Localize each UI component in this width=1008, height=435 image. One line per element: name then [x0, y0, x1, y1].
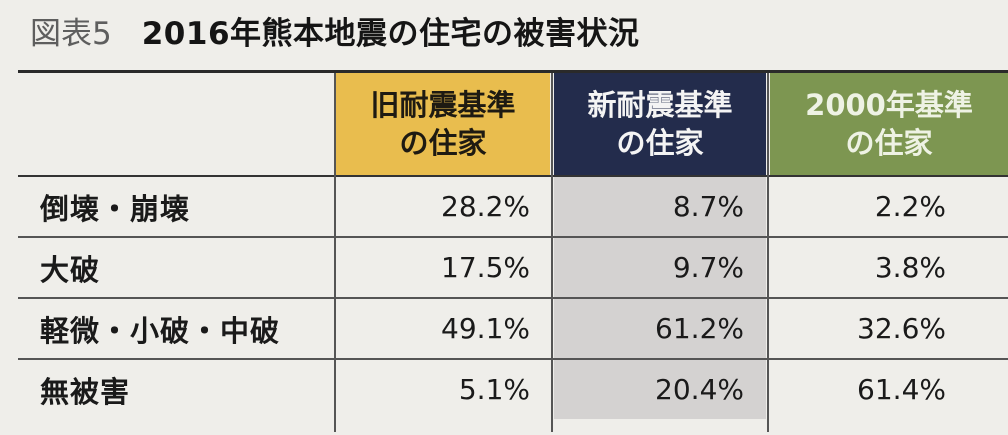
table-row: 大破 17.5% 9.7% 3.8% — [18, 238, 1008, 299]
value-old-standard: 28.2% — [441, 190, 530, 223]
column-header-line: 2000年基準 — [805, 88, 973, 122]
row-label: 軽微・小破・中破 — [40, 313, 281, 348]
value-2000-standard: 32.6% — [857, 312, 946, 345]
column-header-line: 新耐震基準 — [587, 88, 733, 122]
value-old-standard: 17.5% — [441, 251, 530, 284]
table-row: 倒壊・崩壊 28.2% 8.7% 2.2% — [18, 177, 1008, 238]
table-row: 無被害 5.1% 20.4% 61.4% — [18, 360, 1008, 419]
figure-title-text: 2016年熊本地震の住宅の被害状況 — [141, 16, 640, 52]
column-header-line: の住家 — [845, 126, 933, 160]
value-new-standard: 61.2% — [554, 299, 766, 358]
column-divider — [334, 73, 336, 432]
figure-title: 図表5 2016年熊本地震の住宅の被害状況 — [30, 8, 640, 53]
row-label: 倒壊・崩壊 — [40, 191, 191, 226]
column-header-line: の住家 — [616, 126, 704, 160]
column-divider — [551, 73, 553, 432]
row-label: 無被害 — [40, 374, 131, 409]
value-new-standard: 8.7% — [554, 177, 766, 236]
row-label: 大破 — [40, 252, 101, 287]
value-old-standard: 49.1% — [441, 312, 530, 345]
value-new-standard: 9.7% — [554, 238, 766, 297]
value-2000-standard: 61.4% — [857, 373, 946, 406]
table-row: 軽微・小破・中破 49.1% 61.2% 32.6% — [18, 299, 1008, 360]
column-header-new-standard: 新耐震基準 の住家 — [554, 73, 766, 175]
column-header-2000-standard: 2000年基準 の住家 — [770, 73, 1008, 175]
value-old-standard: 5.1% — [458, 373, 530, 406]
value-2000-standard: 3.8% — [874, 251, 946, 284]
value-new-standard: 20.4% — [554, 360, 766, 419]
column-header-line: 旧耐震基準 — [370, 88, 516, 122]
figure-number: 図表5 — [30, 16, 112, 52]
table-header-row: 旧耐震基準 の住家 新耐震基準 の住家 2000年基準 の住家 — [18, 73, 1008, 177]
column-header-old-standard: 旧耐震基準 の住家 — [336, 73, 550, 175]
column-divider — [767, 73, 769, 432]
damage-table: 旧耐震基準 の住家 新耐震基準 の住家 2000年基準 の住家 倒壊・崩壊 28… — [18, 70, 1008, 435]
column-header-line: の住家 — [399, 126, 487, 160]
value-2000-standard: 2.2% — [874, 190, 946, 223]
